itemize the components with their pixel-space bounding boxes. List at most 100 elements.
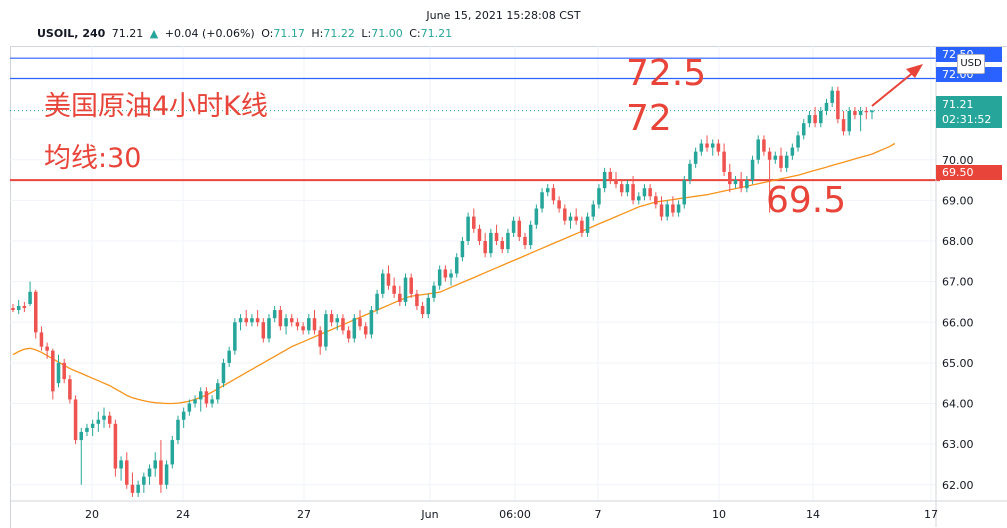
high-label: H: [311, 27, 324, 40]
high-value: 71.22 [323, 27, 355, 40]
candle-body [125, 460, 129, 485]
time-tick-label: 7 [595, 508, 602, 521]
timestamp: June 15, 2021 15:28:08 CST [426, 9, 581, 22]
candle-body [358, 318, 362, 327]
change-up-icon: ▲ [149, 27, 159, 40]
candle-body [22, 306, 27, 309]
candle-body [784, 155, 789, 168]
candle-body [773, 155, 778, 160]
candle-body [341, 318, 345, 331]
candle-body [710, 143, 715, 148]
price-tick-label: 69.00 [942, 194, 974, 207]
currency-button[interactable]: USD [957, 54, 985, 74]
candle-body [426, 297, 431, 315]
candle-body [181, 411, 186, 420]
candle-body [11, 308, 15, 311]
candle-body [454, 257, 459, 274]
candle-body [836, 90, 840, 120]
candle-body [636, 196, 641, 201]
candle-body [813, 115, 817, 124]
candle-body [39, 332, 44, 347]
candle-body [198, 391, 203, 400]
candle-body [619, 184, 624, 193]
candle-body [580, 220, 584, 233]
candle-body [210, 399, 214, 404]
candle-body [96, 419, 101, 424]
price-tag-current: 71.21 02:31:52 [936, 96, 1002, 128]
candle-body [130, 484, 135, 493]
candle-body [858, 111, 863, 116]
candle-body [682, 180, 687, 205]
candle-body [68, 379, 72, 400]
ma30-line [12, 142, 896, 405]
candle-body [654, 196, 658, 205]
candle-body [392, 285, 396, 294]
candle-body [659, 204, 664, 217]
candle-body [90, 423, 95, 428]
candle-body [796, 135, 800, 148]
candle-body [216, 383, 220, 400]
candle-body [551, 188, 556, 201]
current-price: 71.21 [942, 98, 974, 111]
chart-frame [10, 46, 1007, 528]
price-tick-label: 70.00 [942, 154, 974, 167]
time-tick-label: 10 [712, 508, 726, 521]
candle-body [693, 151, 698, 164]
candle-body [545, 188, 550, 193]
candle-body [119, 460, 123, 469]
candle-body [432, 285, 436, 298]
candle-body [307, 318, 311, 331]
candle-body [398, 293, 402, 302]
price-tick-label: 67.00 [942, 276, 974, 289]
candle-body [312, 318, 317, 331]
candle-body [85, 427, 89, 432]
time-tick-label: 14 [806, 508, 820, 521]
candle-body [159, 460, 163, 485]
candle-body [716, 143, 721, 152]
price-tick-label: 62.00 [942, 479, 974, 492]
header-strip [0, 0, 1007, 46]
candle-body [733, 180, 738, 185]
price-chart[interactable]: 62.00 63.00 64.00 65.00 66.00 67.00 68.00 69.00… [10, 46, 1007, 527]
candle-body [381, 273, 385, 294]
candle-body [255, 318, 260, 323]
time-tick-label: 06:00 [499, 508, 531, 521]
candle-body [688, 163, 692, 181]
candle-body [574, 216, 578, 221]
candle-body [437, 269, 442, 286]
candle-body [506, 232, 510, 250]
candle-body [631, 184, 635, 201]
candle-body [318, 330, 322, 347]
candle-body [523, 236, 527, 246]
candle-body [676, 204, 681, 213]
candle-body [472, 216, 476, 229]
candle-body [324, 314, 328, 347]
candle-body [403, 277, 408, 302]
candle-body [534, 208, 539, 225]
candle-body [16, 306, 21, 311]
candle-body [420, 306, 425, 315]
candle-body [79, 431, 84, 441]
symbol-label[interactable]: USOIL, 240 [37, 27, 106, 40]
annotation-level-725: 72.5 [626, 53, 707, 94]
candle-body [853, 111, 857, 116]
candle-body [187, 403, 192, 412]
candle-body [261, 322, 266, 339]
price-tag-6950: 69.50 [936, 165, 1002, 180]
time-axis[interactable]: 20 24 27 Jun 06:00 7 10 14 17 [10, 500, 1007, 521]
price-tick-label: 66.00 [942, 316, 974, 329]
candle-body [170, 440, 175, 465]
candle-body [648, 188, 652, 197]
candle-body [625, 184, 630, 193]
candle-body [244, 318, 249, 323]
candle-body [272, 310, 277, 319]
candle-body [819, 111, 823, 124]
candle-body [142, 476, 146, 485]
candle-body [295, 322, 300, 327]
candles [11, 86, 874, 497]
low-value: 71.00 [371, 27, 403, 40]
price-tick-label: 68.00 [942, 235, 974, 248]
candle-body [563, 208, 567, 221]
arrow-head [906, 64, 923, 78]
candle-body [227, 350, 231, 363]
